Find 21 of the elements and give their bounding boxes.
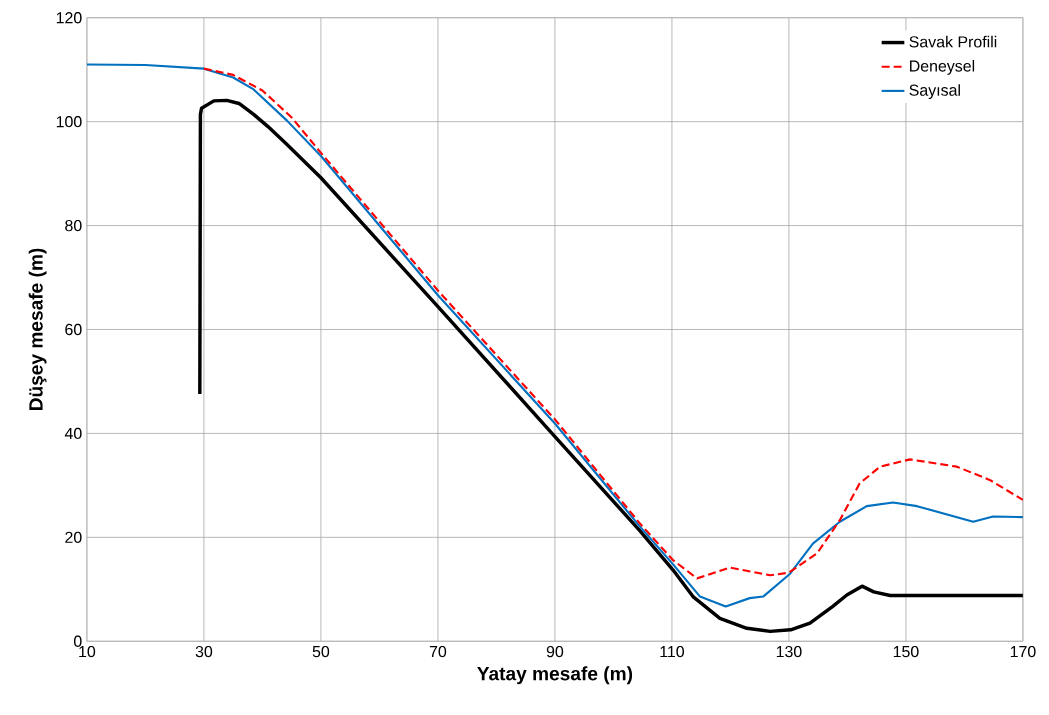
y-tick-label: 100 — [56, 116, 82, 128]
x-tick-label: 70 — [429, 645, 447, 658]
x-tick-label: 10 — [79, 645, 96, 658]
x-tick-label: 170 — [1010, 645, 1036, 658]
legend-label: Sayısal — [909, 84, 960, 100]
y-tick-label: 20 — [65, 531, 82, 543]
x-tick-label: 90 — [546, 645, 564, 658]
x-tick-label: 130 — [776, 645, 802, 658]
y-tick-label: 120 — [56, 12, 82, 24]
x-tick-label: 150 — [893, 645, 919, 658]
y-tick-label: 60 — [65, 323, 82, 336]
y-tick-label: 0 — [73, 635, 82, 647]
x-tick-label: 50 — [312, 645, 330, 658]
legend-label: Deneysel — [910, 60, 975, 75]
legend-label: Savak Profili — [909, 35, 997, 48]
y-tick-label: 40 — [64, 427, 82, 440]
x-tick-label: 110 — [660, 645, 685, 658]
y-axis-title: Düşey mesafe (m) — [28, 248, 47, 411]
y-tick-label: 80 — [65, 219, 82, 232]
x-axis-title: Yatay mesafe (m) — [477, 666, 633, 685]
x-tick-label: 30 — [195, 645, 213, 658]
